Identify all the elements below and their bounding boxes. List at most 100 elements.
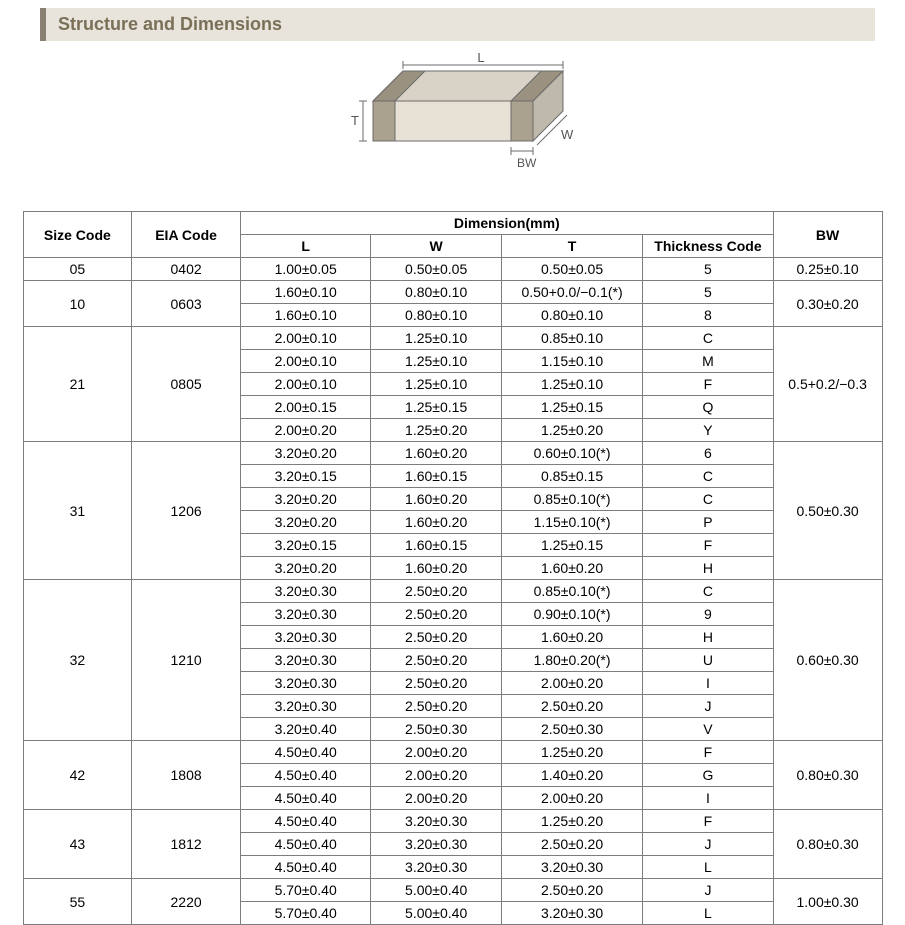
th-T: T (501, 235, 642, 258)
cell-L: 2.00±0.10 (240, 327, 370, 350)
cell-L: 3.20±0.30 (240, 672, 370, 695)
cell-T: 0.85±0.15 (501, 465, 642, 488)
cell-tc: F (643, 373, 773, 396)
cell-tc: I (643, 672, 773, 695)
cell-tc: 6 (643, 442, 773, 465)
cell-bw: 0.80±0.30 (773, 741, 882, 810)
cell-W: 2.50±0.20 (371, 695, 501, 718)
cell-bw: 0.50±0.30 (773, 442, 882, 580)
cell-W: 2.50±0.20 (371, 672, 501, 695)
th-size: Size Code (23, 212, 132, 258)
table-row: 4318124.50±0.403.20±0.301.25±0.20F0.80±0… (23, 810, 882, 833)
cell-size: 42 (23, 741, 132, 810)
cell-eia: 1808 (132, 741, 241, 810)
cell-W: 3.20±0.30 (371, 833, 501, 856)
cell-size: 05 (23, 258, 132, 281)
cell-tc: 5 (643, 281, 773, 304)
cell-L: 4.50±0.40 (240, 764, 370, 787)
cell-T: 0.80±0.10 (501, 304, 642, 327)
cell-T: 1.25±0.20 (501, 810, 642, 833)
cell-L: 4.50±0.40 (240, 833, 370, 856)
cell-W: 5.00±0.40 (371, 879, 501, 902)
cell-bw: 0.60±0.30 (773, 580, 882, 741)
th-thick: Thickness Code (643, 235, 773, 258)
cell-L: 2.00±0.20 (240, 419, 370, 442)
table-row: 1006031.60±0.100.80±0.100.50+0.0/−0.1(*)… (23, 281, 882, 304)
cell-eia: 2220 (132, 879, 241, 925)
table-row: 4218084.50±0.402.00±0.201.25±0.20F0.80±0… (23, 741, 882, 764)
cell-T: 2.00±0.20 (501, 672, 642, 695)
cell-L: 3.20±0.20 (240, 511, 370, 534)
cell-size: 10 (23, 281, 132, 327)
cell-tc: Q (643, 396, 773, 419)
cell-T: 0.85±0.10(*) (501, 488, 642, 511)
cell-L: 3.20±0.30 (240, 626, 370, 649)
cell-L: 4.50±0.40 (240, 856, 370, 879)
cell-T: 0.60±0.10(*) (501, 442, 642, 465)
cell-T: 0.50+0.0/−0.1(*) (501, 281, 642, 304)
band-right (511, 101, 533, 141)
cell-L: 3.20±0.15 (240, 534, 370, 557)
cell-W: 1.25±0.10 (371, 373, 501, 396)
th-eia: EIA Code (132, 212, 241, 258)
cell-L: 3.20±0.20 (240, 488, 370, 511)
cell-W: 1.60±0.15 (371, 465, 501, 488)
cell-tc: I (643, 787, 773, 810)
cell-tc: G (643, 764, 773, 787)
cell-W: 2.50±0.20 (371, 626, 501, 649)
cell-tc: 9 (643, 603, 773, 626)
component-diagram: L W T BW (0, 51, 905, 196)
cell-T: 2.50±0.20 (501, 833, 642, 856)
label-T: T (351, 113, 359, 128)
cell-W: 1.25±0.10 (371, 350, 501, 373)
cell-W: 0.80±0.10 (371, 281, 501, 304)
cell-eia: 1210 (132, 580, 241, 741)
cell-L: 3.20±0.20 (240, 557, 370, 580)
cell-W: 1.60±0.20 (371, 557, 501, 580)
cell-W: 3.20±0.30 (371, 810, 501, 833)
cell-tc: H (643, 557, 773, 580)
cell-W: 0.80±0.10 (371, 304, 501, 327)
label-L: L (477, 51, 484, 65)
cell-size: 43 (23, 810, 132, 879)
cell-tc: 8 (643, 304, 773, 327)
cell-tc: C (643, 580, 773, 603)
cell-T: 1.80±0.20(*) (501, 649, 642, 672)
cell-L: 3.20±0.30 (240, 649, 370, 672)
cell-tc: J (643, 879, 773, 902)
cell-L: 3.20±0.20 (240, 442, 370, 465)
cell-bw: 0.5+0.2/−0.3 (773, 327, 882, 442)
cell-W: 1.60±0.15 (371, 534, 501, 557)
cell-T: 3.20±0.30 (501, 856, 642, 879)
cell-T: 1.60±0.20 (501, 557, 642, 580)
cell-W: 3.20±0.30 (371, 856, 501, 879)
cell-eia: 0603 (132, 281, 241, 327)
th-bw: BW (773, 212, 882, 258)
cell-size: 21 (23, 327, 132, 442)
cell-T: 0.50±0.05 (501, 258, 642, 281)
cell-L: 2.00±0.10 (240, 350, 370, 373)
cell-L: 3.20±0.30 (240, 603, 370, 626)
table-row: 0504021.00±0.050.50±0.050.50±0.0550.25±0… (23, 258, 882, 281)
cell-tc: F (643, 741, 773, 764)
cell-eia: 0805 (132, 327, 241, 442)
cell-size: 32 (23, 580, 132, 741)
cell-T: 1.15±0.10 (501, 350, 642, 373)
table-row: 2108052.00±0.101.25±0.100.85±0.10C0.5+0.… (23, 327, 882, 350)
cell-L: 3.20±0.40 (240, 718, 370, 741)
cell-W: 2.50±0.20 (371, 649, 501, 672)
cell-W: 1.25±0.15 (371, 396, 501, 419)
cell-L: 3.20±0.30 (240, 695, 370, 718)
label-BW: BW (517, 156, 537, 170)
section-title: Structure and Dimensions (40, 8, 875, 41)
cell-tc: 5 (643, 258, 773, 281)
table-row: 3212103.20±0.302.50±0.200.85±0.10(*)C0.6… (23, 580, 882, 603)
cell-W: 2.00±0.20 (371, 764, 501, 787)
cell-tc: M (643, 350, 773, 373)
table-row: 5522205.70±0.405.00±0.402.50±0.20J1.00±0… (23, 879, 882, 902)
cell-T: 1.60±0.20 (501, 626, 642, 649)
cell-W: 2.00±0.20 (371, 787, 501, 810)
cell-eia: 1812 (132, 810, 241, 879)
cell-tc: L (643, 856, 773, 879)
cell-W: 2.00±0.20 (371, 741, 501, 764)
